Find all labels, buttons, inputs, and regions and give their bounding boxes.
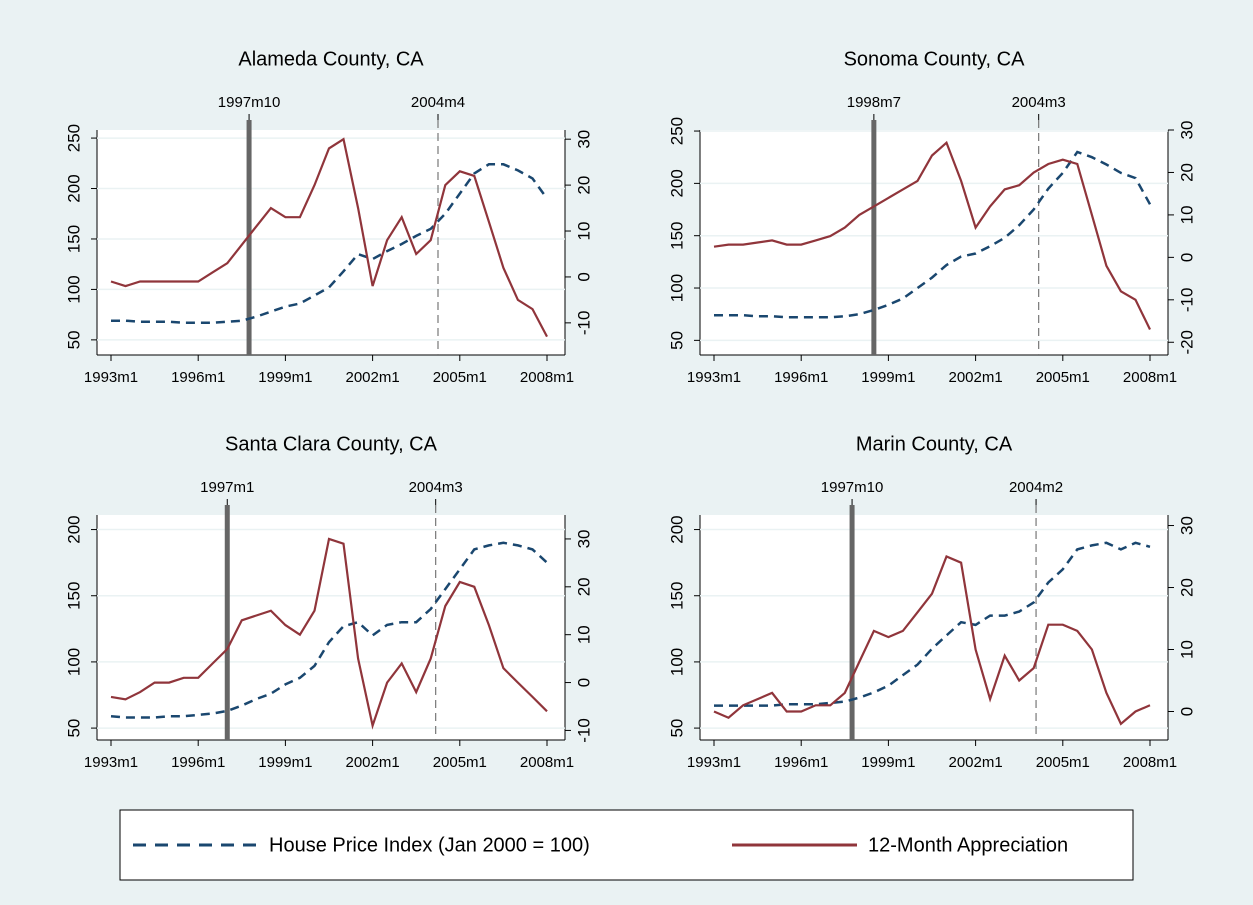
y2-tick-label: 30 [1177, 121, 1196, 140]
y-tick-label: 50 [667, 331, 686, 350]
x-tick-label: 1993m1 [687, 754, 741, 771]
plot-area [700, 515, 1168, 740]
y2-tick-label: 30 [1177, 516, 1196, 535]
x-tick-label: 1999m1 [258, 754, 312, 771]
y-tick-label: 200 [64, 515, 83, 543]
y2-tick-label: 20 [574, 176, 593, 195]
x-tick-label: 2002m1 [948, 754, 1002, 771]
y2-tick-label: 30 [574, 529, 593, 548]
reference-label: 1997m10 [821, 479, 884, 496]
x-tick-label: 2005m1 [433, 369, 487, 386]
series-line [111, 163, 549, 324]
x-tick-label: 2008m1 [520, 369, 574, 386]
x-tick-label: 1996m1 [774, 754, 828, 771]
series-line [714, 541, 1151, 707]
x-tick-label: 1996m1 [774, 369, 828, 386]
y2-tick-label: 0 [574, 678, 593, 687]
reference-label: 1997m10 [218, 94, 281, 111]
y2-tick-label: 30 [574, 130, 593, 149]
y-tick-label: 250 [64, 124, 83, 152]
panel-title: Santa Clara County, CA [225, 433, 438, 455]
y-tick-label: 200 [64, 174, 83, 202]
y-tick-label: 150 [64, 582, 83, 610]
y2-tick-label: -20 [1177, 330, 1196, 355]
y-tick-label: 150 [667, 222, 686, 250]
reference-label: 2004m3 [409, 479, 463, 496]
legend-label: House Price Index (Jan 2000 = 100) [269, 834, 590, 856]
x-tick-label: 2002m1 [345, 369, 399, 386]
series-line [110, 537, 548, 730]
panel-title: Sonoma County, CA [844, 48, 1025, 70]
plot-area [700, 130, 1168, 355]
reference-label: 2004m2 [1009, 479, 1063, 496]
plot-area [97, 515, 565, 740]
x-tick-label: 2005m1 [433, 754, 487, 771]
y-tick-label: 100 [64, 648, 83, 676]
y2-tick-label: -10 [1177, 288, 1196, 313]
y-tick-label: 100 [667, 274, 686, 302]
y2-tick-label: -10 [574, 311, 593, 336]
reference-label: 1998m7 [847, 94, 901, 111]
plot-area [97, 130, 565, 355]
y2-tick-label: 20 [1177, 578, 1196, 597]
y-tick-label: 50 [64, 719, 83, 738]
x-tick-label: 1999m1 [258, 369, 312, 386]
series-line [713, 140, 1151, 330]
x-tick-label: 1993m1 [687, 369, 741, 386]
panel-title: Alameda County, CA [238, 48, 424, 70]
y-tick-label: 150 [64, 225, 83, 253]
x-tick-label: 2002m1 [345, 754, 399, 771]
y2-tick-label: -10 [574, 718, 593, 743]
x-tick-label: 1993m1 [84, 369, 138, 386]
panel-title: Marin County, CA [856, 433, 1013, 455]
reference-label: 1997m1 [200, 479, 254, 496]
y2-tick-label: 10 [1177, 205, 1196, 224]
y-tick-label: 150 [667, 582, 686, 610]
y-tick-label: 100 [64, 275, 83, 303]
y2-tick-label: 20 [1177, 163, 1196, 182]
legend-box [119, 809, 1134, 881]
x-tick-label: 2005m1 [1036, 369, 1090, 386]
reference-label: 2004m4 [411, 94, 465, 111]
y-tick-label: 100 [667, 648, 686, 676]
series-line [110, 137, 548, 338]
y2-tick-label: 0 [1177, 253, 1196, 262]
y-tick-label: 250 [667, 117, 686, 145]
y2-tick-label: 0 [1177, 707, 1196, 716]
y-tick-label: 50 [64, 330, 83, 349]
reference-label: 2004m3 [1012, 94, 1066, 111]
x-tick-label: 2002m1 [948, 369, 1002, 386]
y2-tick-label: 20 [574, 577, 593, 596]
legend-label: 12-Month Appreciation [868, 834, 1068, 856]
x-tick-label: 1993m1 [84, 754, 138, 771]
y2-tick-label: 10 [574, 625, 593, 644]
series-line [110, 541, 548, 719]
y2-tick-label: 10 [574, 222, 593, 241]
y-tick-label: 200 [667, 169, 686, 197]
y-tick-label: 50 [667, 719, 686, 738]
x-tick-label: 1996m1 [171, 369, 225, 386]
y2-tick-label: 10 [1177, 640, 1196, 659]
x-tick-label: 1999m1 [861, 369, 915, 386]
y-tick-label: 200 [667, 515, 686, 543]
x-tick-label: 2008m1 [1123, 754, 1177, 771]
series-line [714, 150, 1152, 319]
x-tick-label: 2008m1 [520, 754, 574, 771]
x-tick-label: 2008m1 [1123, 369, 1177, 386]
x-tick-label: 1996m1 [171, 754, 225, 771]
x-tick-label: 1999m1 [861, 754, 915, 771]
y2-tick-label: 0 [574, 272, 593, 281]
x-tick-label: 2005m1 [1036, 754, 1090, 771]
series-line [713, 555, 1151, 726]
